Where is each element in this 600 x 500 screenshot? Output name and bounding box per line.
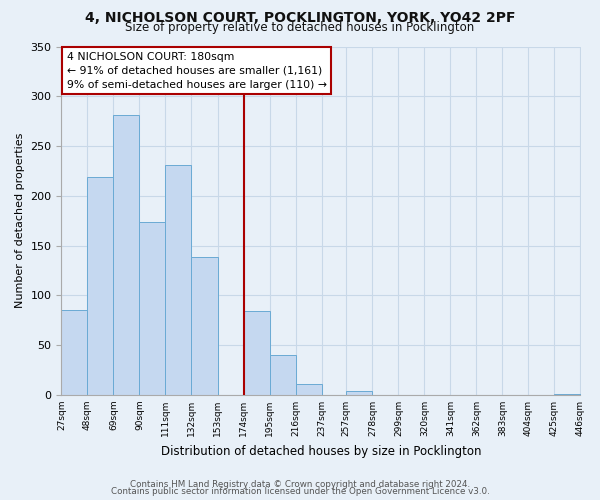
Bar [244, 312, 269, 395]
Text: Size of property relative to detached houses in Pocklington: Size of property relative to detached ho… [125, 22, 475, 35]
Text: Contains HM Land Registry data © Crown copyright and database right 2024.: Contains HM Land Registry data © Crown c… [130, 480, 470, 489]
Bar [166, 165, 191, 395]
Bar [113, 115, 139, 395]
Bar [269, 355, 296, 395]
Bar [554, 394, 581, 395]
X-axis label: Distribution of detached houses by size in Pocklington: Distribution of detached houses by size … [161, 444, 481, 458]
Text: Contains public sector information licensed under the Open Government Licence v3: Contains public sector information licen… [110, 487, 490, 496]
Bar [346, 391, 373, 395]
Text: 4 NICHOLSON COURT: 180sqm
← 91% of detached houses are smaller (1,161)
9% of sem: 4 NICHOLSON COURT: 180sqm ← 91% of detac… [67, 52, 326, 90]
Y-axis label: Number of detached properties: Number of detached properties [15, 133, 25, 308]
Text: 4, NICHOLSON COURT, POCKLINGTON, YORK, YO42 2PF: 4, NICHOLSON COURT, POCKLINGTON, YORK, Y… [85, 11, 515, 25]
Bar [61, 310, 88, 395]
Bar [139, 222, 166, 395]
Bar [296, 384, 322, 395]
Bar [88, 177, 113, 395]
Bar [191, 256, 218, 395]
